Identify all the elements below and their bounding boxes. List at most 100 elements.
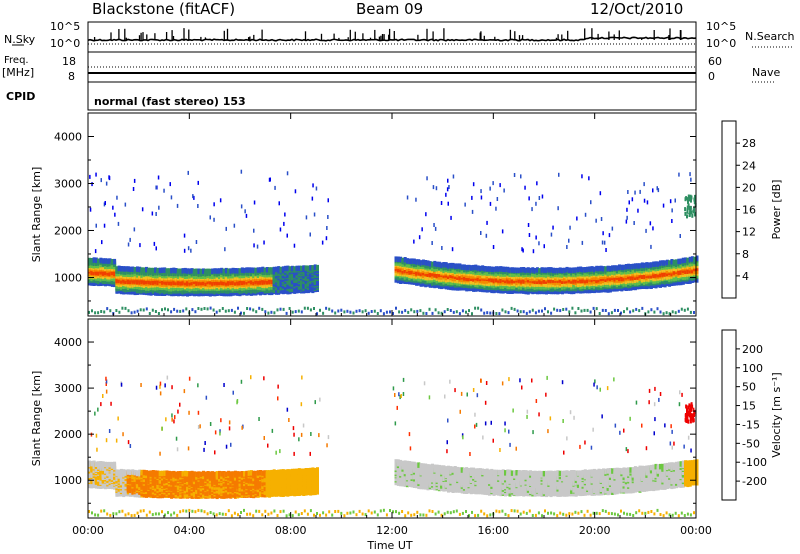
data-cell: [661, 260, 665, 266]
data-cell: [176, 447, 179, 452]
data-cell: [528, 310, 531, 314]
data-cell: [607, 312, 610, 316]
data-cell: [113, 461, 117, 468]
data-cell: [471, 312, 473, 316]
data-cell: [638, 309, 641, 313]
data-cell: [227, 309, 230, 313]
data-cell: [522, 267, 526, 273]
data-cell: [513, 307, 516, 311]
data-cell: [104, 258, 107, 264]
data-cell: [538, 241, 540, 246]
data-cell: [94, 249, 97, 254]
data-cell: [95, 172, 97, 177]
data-cell: [673, 441, 675, 446]
data-cell: [240, 267, 244, 273]
data-cell: [486, 220, 488, 225]
data-cell: [441, 246, 443, 250]
data-cell: [657, 188, 660, 193]
data-cell: [597, 265, 601, 272]
data-cell: [148, 312, 151, 315]
data-cell: [594, 379, 596, 384]
data-cell: [499, 266, 503, 272]
data-cell: [464, 202, 466, 207]
data-cell: [519, 310, 522, 314]
data-cell: [633, 263, 637, 269]
data-cell: [334, 311, 337, 315]
data-cell: [155, 246, 157, 251]
data-cell: [472, 388, 475, 392]
data-cell: [538, 268, 542, 274]
data-cell: [521, 247, 523, 252]
data-cell: [690, 210, 693, 215]
data-cell: [256, 244, 259, 249]
data-cell: [641, 306, 644, 310]
data-cell: [671, 208, 673, 213]
data-cell: [108, 461, 112, 468]
data-cell: [480, 189, 482, 194]
data-cell: [187, 170, 189, 175]
data-cell: [579, 444, 581, 449]
data-cell: [394, 421, 397, 426]
data-cell: [293, 243, 296, 248]
data-cell: [675, 259, 678, 265]
data-cell: [276, 308, 279, 312]
data-cell: [392, 312, 394, 315]
data-cell: [294, 189, 297, 194]
data-cell: [584, 212, 587, 217]
data-cell: [142, 308, 145, 312]
data-cell: [300, 265, 303, 272]
data-cell: [485, 381, 488, 385]
data-cell: [584, 440, 586, 445]
data-cell: [433, 260, 437, 267]
data-cell: [424, 260, 428, 266]
data-cell: [102, 394, 104, 398]
data-cell: [90, 460, 94, 467]
data-cell: [288, 418, 290, 422]
data-cell: [170, 310, 173, 314]
data-cell: [583, 308, 586, 312]
data-cell: [496, 197, 499, 201]
data-cell: [488, 266, 491, 272]
data-cell: [620, 311, 622, 315]
data-cell: [174, 415, 176, 420]
data-cell: [581, 174, 583, 179]
data-cell: [88, 310, 90, 314]
data-cell: [130, 311, 133, 315]
data-cell: [149, 267, 153, 274]
data-cell: [545, 392, 547, 397]
data-cell: [471, 209, 474, 214]
data-cell: [89, 207, 92, 212]
data-cell: [343, 310, 346, 314]
data-cell: [602, 266, 605, 272]
data-cell: [521, 385, 523, 390]
data-cell: [541, 309, 543, 313]
data-cell: [118, 310, 121, 314]
data-cell: [432, 185, 435, 190]
data-cell: [206, 268, 210, 275]
data-cell: [233, 223, 236, 228]
data-cell: [444, 262, 448, 268]
data-cell: [337, 309, 340, 313]
data-cell: [650, 244, 652, 249]
data-cell: [199, 268, 203, 275]
data-cell: [246, 307, 249, 310]
data-cell: [446, 308, 449, 311]
data-cell: [524, 267, 528, 274]
data-cell: [131, 266, 135, 272]
data-cell: [370, 310, 373, 313]
data-cell: [95, 433, 98, 438]
data-cell: [589, 310, 592, 314]
data-cell: [421, 259, 425, 265]
data-cell: [183, 233, 186, 238]
data-cell: [606, 265, 610, 272]
data-cell: [410, 308, 413, 312]
data-cell: [629, 310, 632, 314]
data-cell: [446, 449, 448, 454]
data-cell: [495, 206, 497, 211]
data-cell: [508, 377, 510, 382]
data-cell: [222, 268, 226, 274]
data-cell: [195, 268, 199, 274]
data-cell: [526, 267, 530, 273]
data-cell: [158, 205, 160, 210]
